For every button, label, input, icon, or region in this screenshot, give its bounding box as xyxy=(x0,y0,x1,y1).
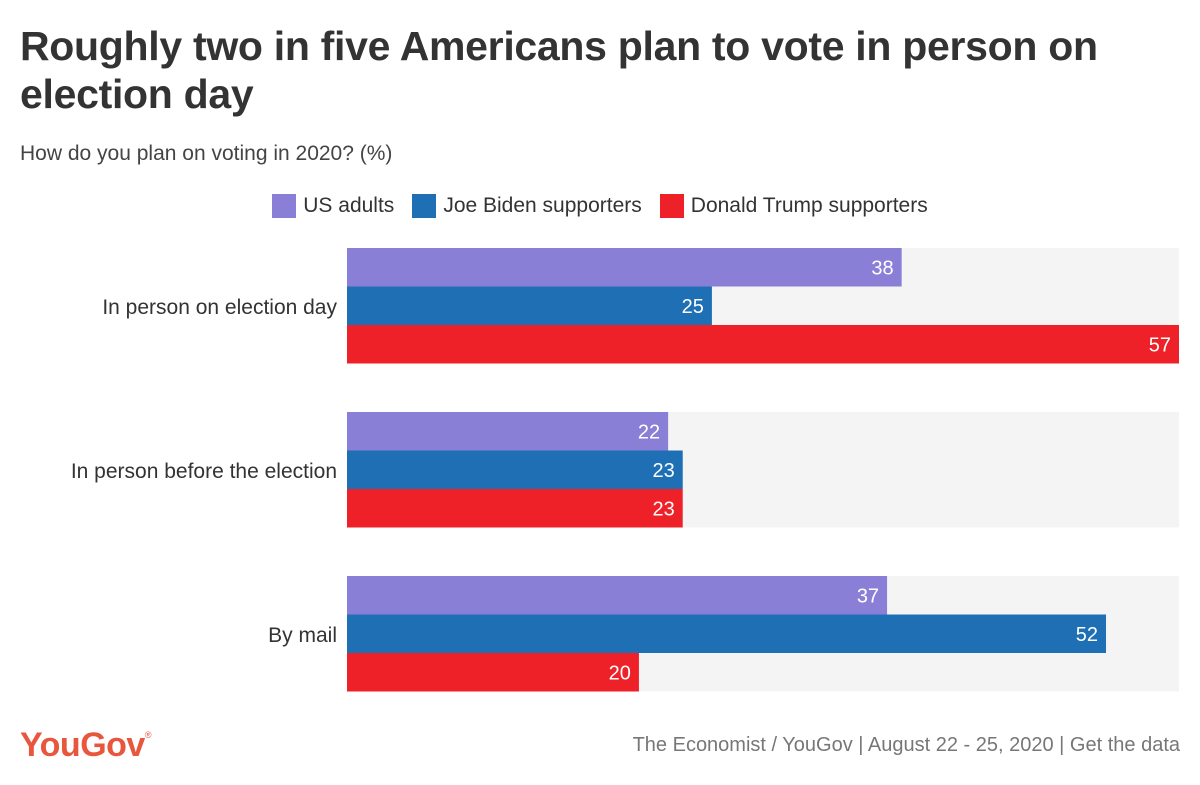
yougov-logo: YouGov® xyxy=(20,726,151,764)
data-label: 38 xyxy=(871,257,893,279)
bar[interactable] xyxy=(347,576,888,615)
legend: US adults Joe Biden supporters Donald Tr… xyxy=(0,194,1200,218)
data-label: 23 xyxy=(652,460,674,482)
data-label: 57 xyxy=(1149,334,1171,356)
bar[interactable] xyxy=(347,614,1107,654)
data-label: 25 xyxy=(682,296,704,318)
data-label: 37 xyxy=(857,585,879,607)
chart-subtitle: How do you plan on voting in 2020? (%) xyxy=(20,142,393,165)
legend-item-us-adults[interactable]: US adults xyxy=(272,194,394,218)
get-the-data-link[interactable]: Get the data xyxy=(1069,734,1180,756)
legend-swatch-us-adults xyxy=(272,194,297,218)
chart-title: Roughly two in five Americans plan to vo… xyxy=(20,23,1098,117)
legend-label-trump: Donald Trump supporters xyxy=(690,194,928,217)
legend-label-us-adults: US adults xyxy=(303,194,395,217)
bar[interactable] xyxy=(347,325,1179,364)
data-label: 22 xyxy=(638,421,660,443)
bar[interactable] xyxy=(347,489,683,528)
data-label: 20 xyxy=(609,662,631,684)
category-label: In person on election day xyxy=(102,296,337,319)
data-label: 52 xyxy=(1076,624,1098,646)
bar[interactable] xyxy=(347,248,902,287)
data-label: 23 xyxy=(652,498,674,520)
category-label: By mail xyxy=(268,624,337,647)
legend-item-trump[interactable]: Donald Trump supporters xyxy=(659,194,928,218)
category-label: In person before the election xyxy=(71,460,337,483)
legend-label-biden: Joe Biden supporters xyxy=(443,194,642,217)
bar[interactable] xyxy=(347,450,683,490)
bar[interactable] xyxy=(347,653,639,692)
legend-swatch-biden xyxy=(412,194,437,218)
bar[interactable] xyxy=(347,412,669,451)
footer-source: The Economist / YouGov | August 22 - 25,… xyxy=(632,734,1180,756)
legend-swatch-trump xyxy=(659,194,684,218)
bar[interactable] xyxy=(347,286,712,326)
legend-item-biden[interactable]: Joe Biden supporters xyxy=(412,194,642,218)
